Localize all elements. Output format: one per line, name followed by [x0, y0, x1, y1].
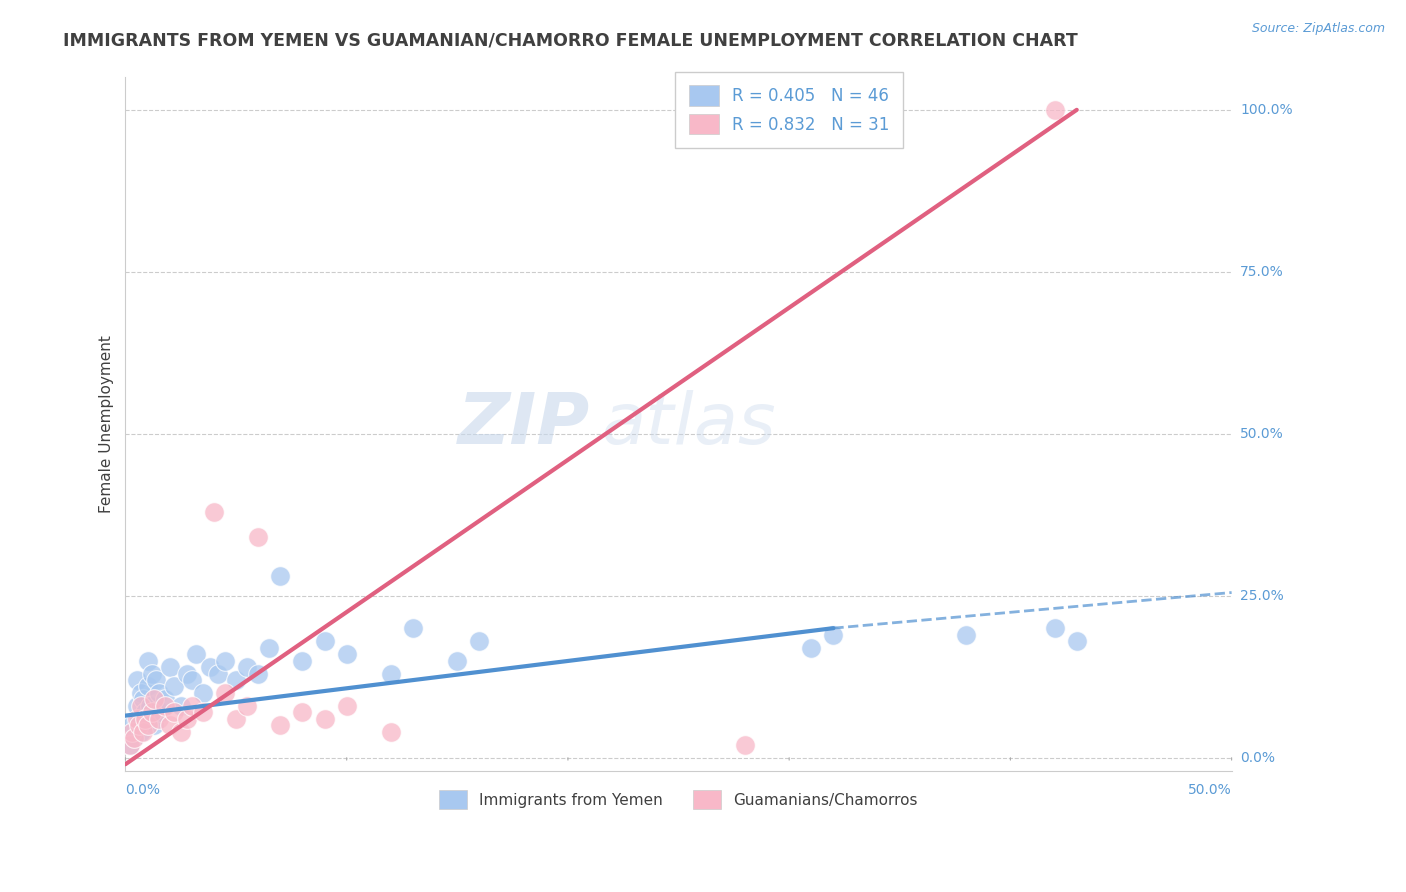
Point — [125, 712, 148, 726]
Point — [129, 686, 152, 700]
Text: IMMIGRANTS FROM YEMEN VS GUAMANIAN/CHAMORRO FEMALE UNEMPLOYMENT CORRELATION CHAR: IMMIGRANTS FROM YEMEN VS GUAMANIAN/CHAMO… — [63, 31, 1078, 49]
Point — [132, 724, 155, 739]
Point — [202, 504, 225, 518]
Point — [155, 692, 177, 706]
Point — [207, 666, 229, 681]
Point — [163, 706, 186, 720]
Point — [128, 718, 150, 732]
Point — [136, 718, 159, 732]
Point — [136, 654, 159, 668]
Point — [955, 627, 977, 641]
Point — [823, 627, 845, 641]
Point — [291, 654, 314, 668]
Point — [734, 738, 756, 752]
Point — [247, 666, 270, 681]
Point — [191, 706, 214, 720]
Text: 0.0%: 0.0% — [1240, 751, 1275, 764]
Point — [124, 731, 146, 746]
Point — [118, 738, 141, 752]
Point — [468, 634, 491, 648]
Point — [225, 673, 247, 687]
Point — [141, 666, 163, 681]
Point — [125, 698, 148, 713]
Text: 50.0%: 50.0% — [1240, 426, 1284, 441]
Point — [143, 692, 166, 706]
Point — [139, 698, 162, 713]
Point — [159, 718, 181, 732]
Point — [118, 738, 141, 752]
Point — [446, 654, 468, 668]
Point — [1043, 621, 1066, 635]
Point — [134, 712, 156, 726]
Point — [336, 698, 359, 713]
Point — [149, 706, 172, 720]
Point — [145, 673, 167, 687]
Point — [225, 712, 247, 726]
Point — [291, 706, 314, 720]
Point — [176, 666, 198, 681]
Point — [148, 712, 170, 726]
Point — [155, 698, 177, 713]
Point — [314, 634, 336, 648]
Point — [380, 666, 402, 681]
Point — [129, 698, 152, 713]
Point — [180, 698, 202, 713]
Point — [314, 712, 336, 726]
Point — [159, 660, 181, 674]
Point — [121, 718, 143, 732]
Point — [259, 640, 281, 655]
Point — [402, 621, 425, 635]
Point — [380, 724, 402, 739]
Point — [121, 724, 143, 739]
Point — [170, 698, 193, 713]
Point — [247, 531, 270, 545]
Point — [214, 686, 236, 700]
Point — [186, 647, 208, 661]
Point — [125, 673, 148, 687]
Point — [236, 660, 259, 674]
Point — [129, 724, 152, 739]
Point — [143, 718, 166, 732]
Point — [176, 712, 198, 726]
Text: 50.0%: 50.0% — [1188, 782, 1232, 797]
Text: atlas: atlas — [602, 390, 776, 458]
Point — [128, 712, 150, 726]
Text: 75.0%: 75.0% — [1240, 265, 1284, 279]
Point — [132, 692, 155, 706]
Point — [180, 673, 202, 687]
Point — [170, 724, 193, 739]
Point — [336, 647, 359, 661]
Text: 100.0%: 100.0% — [1240, 103, 1292, 117]
Point — [163, 680, 186, 694]
Point — [800, 640, 823, 655]
Text: ZIP: ZIP — [458, 390, 591, 458]
Legend: Immigrants from Yemen, Guamanians/Chamorros: Immigrants from Yemen, Guamanians/Chamor… — [433, 784, 924, 815]
Point — [1066, 634, 1088, 648]
Point — [148, 686, 170, 700]
Point — [198, 660, 221, 674]
Point — [141, 706, 163, 720]
Text: 25.0%: 25.0% — [1240, 589, 1284, 603]
Point — [134, 706, 156, 720]
Point — [136, 680, 159, 694]
Point — [269, 718, 291, 732]
Point — [214, 654, 236, 668]
Point — [236, 698, 259, 713]
Point — [124, 731, 146, 746]
Point — [191, 686, 214, 700]
Point — [1043, 103, 1066, 117]
Point — [269, 569, 291, 583]
Text: Source: ZipAtlas.com: Source: ZipAtlas.com — [1251, 22, 1385, 36]
Y-axis label: Female Unemployment: Female Unemployment — [100, 335, 114, 513]
Text: 0.0%: 0.0% — [125, 782, 160, 797]
